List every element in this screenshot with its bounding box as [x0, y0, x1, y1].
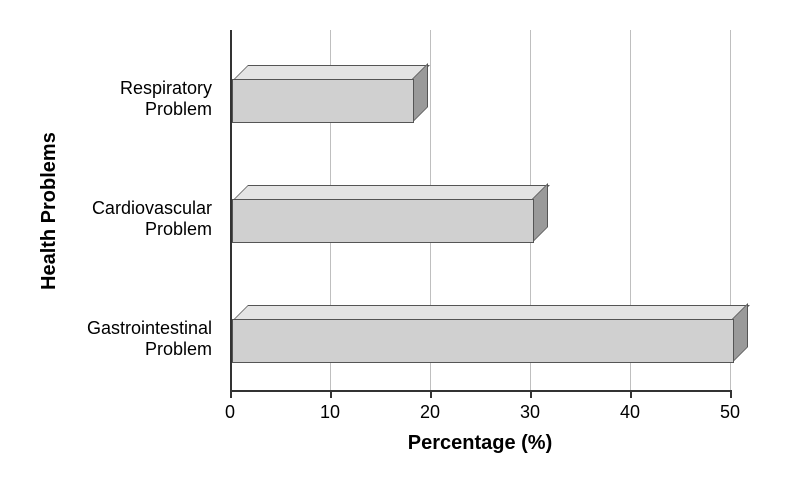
x-tick-label: 50	[720, 402, 740, 423]
category-label: GastrointestinalProblem	[0, 318, 212, 359]
x-tick	[430, 390, 432, 398]
x-tick	[730, 390, 732, 398]
category-label-line1: Gastrointestinal	[0, 318, 212, 339]
category-label-line1: Respiratory	[0, 78, 212, 99]
health-problems-chart: Health Problems Percentage (%) 010203040…	[0, 0, 800, 504]
x-tick-label: 40	[620, 402, 640, 423]
category-label-line1: Cardiovascular	[0, 198, 212, 219]
bar-front-face	[232, 79, 414, 123]
x-axis-title: Percentage (%)	[408, 432, 553, 455]
x-tick	[330, 390, 332, 398]
category-label: CardiovascularProblem	[0, 198, 212, 239]
x-tick-label: 30	[520, 402, 540, 423]
x-tick	[630, 390, 632, 398]
x-tick	[230, 390, 232, 398]
x-tick-label: 0	[225, 402, 235, 423]
category-label: RespiratoryProblem	[0, 78, 212, 119]
category-label-line2: Problem	[0, 99, 212, 120]
x-tick	[530, 390, 532, 398]
x-tick-label: 10	[320, 402, 340, 423]
category-label-line2: Problem	[0, 219, 212, 240]
category-label-line2: Problem	[0, 339, 212, 360]
bar-front-face	[232, 199, 534, 243]
bar-front-face	[232, 319, 734, 363]
x-tick-label: 20	[420, 402, 440, 423]
